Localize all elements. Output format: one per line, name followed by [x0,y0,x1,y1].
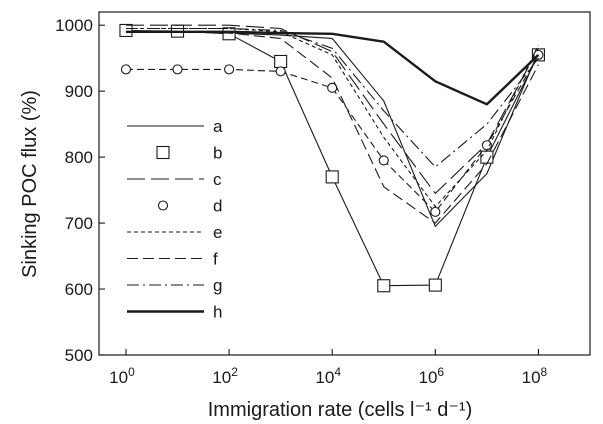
point-b [429,279,441,291]
point-b [481,151,493,163]
y-tick-label: 500 [65,346,93,365]
point-b [275,55,287,67]
legend-label-f: f [213,250,218,269]
x-axis-title: Immigration rate (cells l⁻¹ d⁻¹) [208,399,473,421]
y-tick-label: 900 [65,82,93,101]
series-line-f [126,32,538,223]
legend-label-a: a [213,117,223,136]
y-tick-label: 600 [65,280,93,299]
x-tick-label: 104 [315,365,341,387]
x-tick-label: 108 [522,365,548,387]
legend-label-e: e [213,223,222,242]
y-tick-label: 800 [65,148,93,167]
y-axis-title: Sinking POC flux (%) [19,90,41,278]
series-layer [120,24,544,291]
point-b [120,24,132,36]
point-b [223,28,235,40]
series-line-g [126,29,538,168]
series-line-b [126,31,538,286]
point-d [276,67,285,76]
legend-symbol-d [159,201,168,210]
legend-label-g: g [213,276,222,295]
point-b [326,171,338,183]
legend-symbol-b [157,147,169,159]
series-line-c [126,25,538,193]
legend-label-c: c [213,170,222,189]
series-line-h [126,32,538,105]
point-b [378,280,390,292]
series-line-a [126,32,538,227]
point-d [379,156,388,165]
y-tick-label: 1000 [55,16,93,35]
legend-label-h: h [213,303,222,322]
point-d [431,207,440,216]
point-d [173,65,182,74]
y-tick-label: 700 [65,214,93,233]
x-tick-label: 106 [419,365,445,387]
legend-label-b: b [213,144,222,163]
legend-label-d: d [213,197,222,216]
point-d [225,65,234,74]
point-d [121,65,130,74]
x-tick-label: 100 [109,365,135,387]
x-tick-label: 102 [212,365,238,387]
